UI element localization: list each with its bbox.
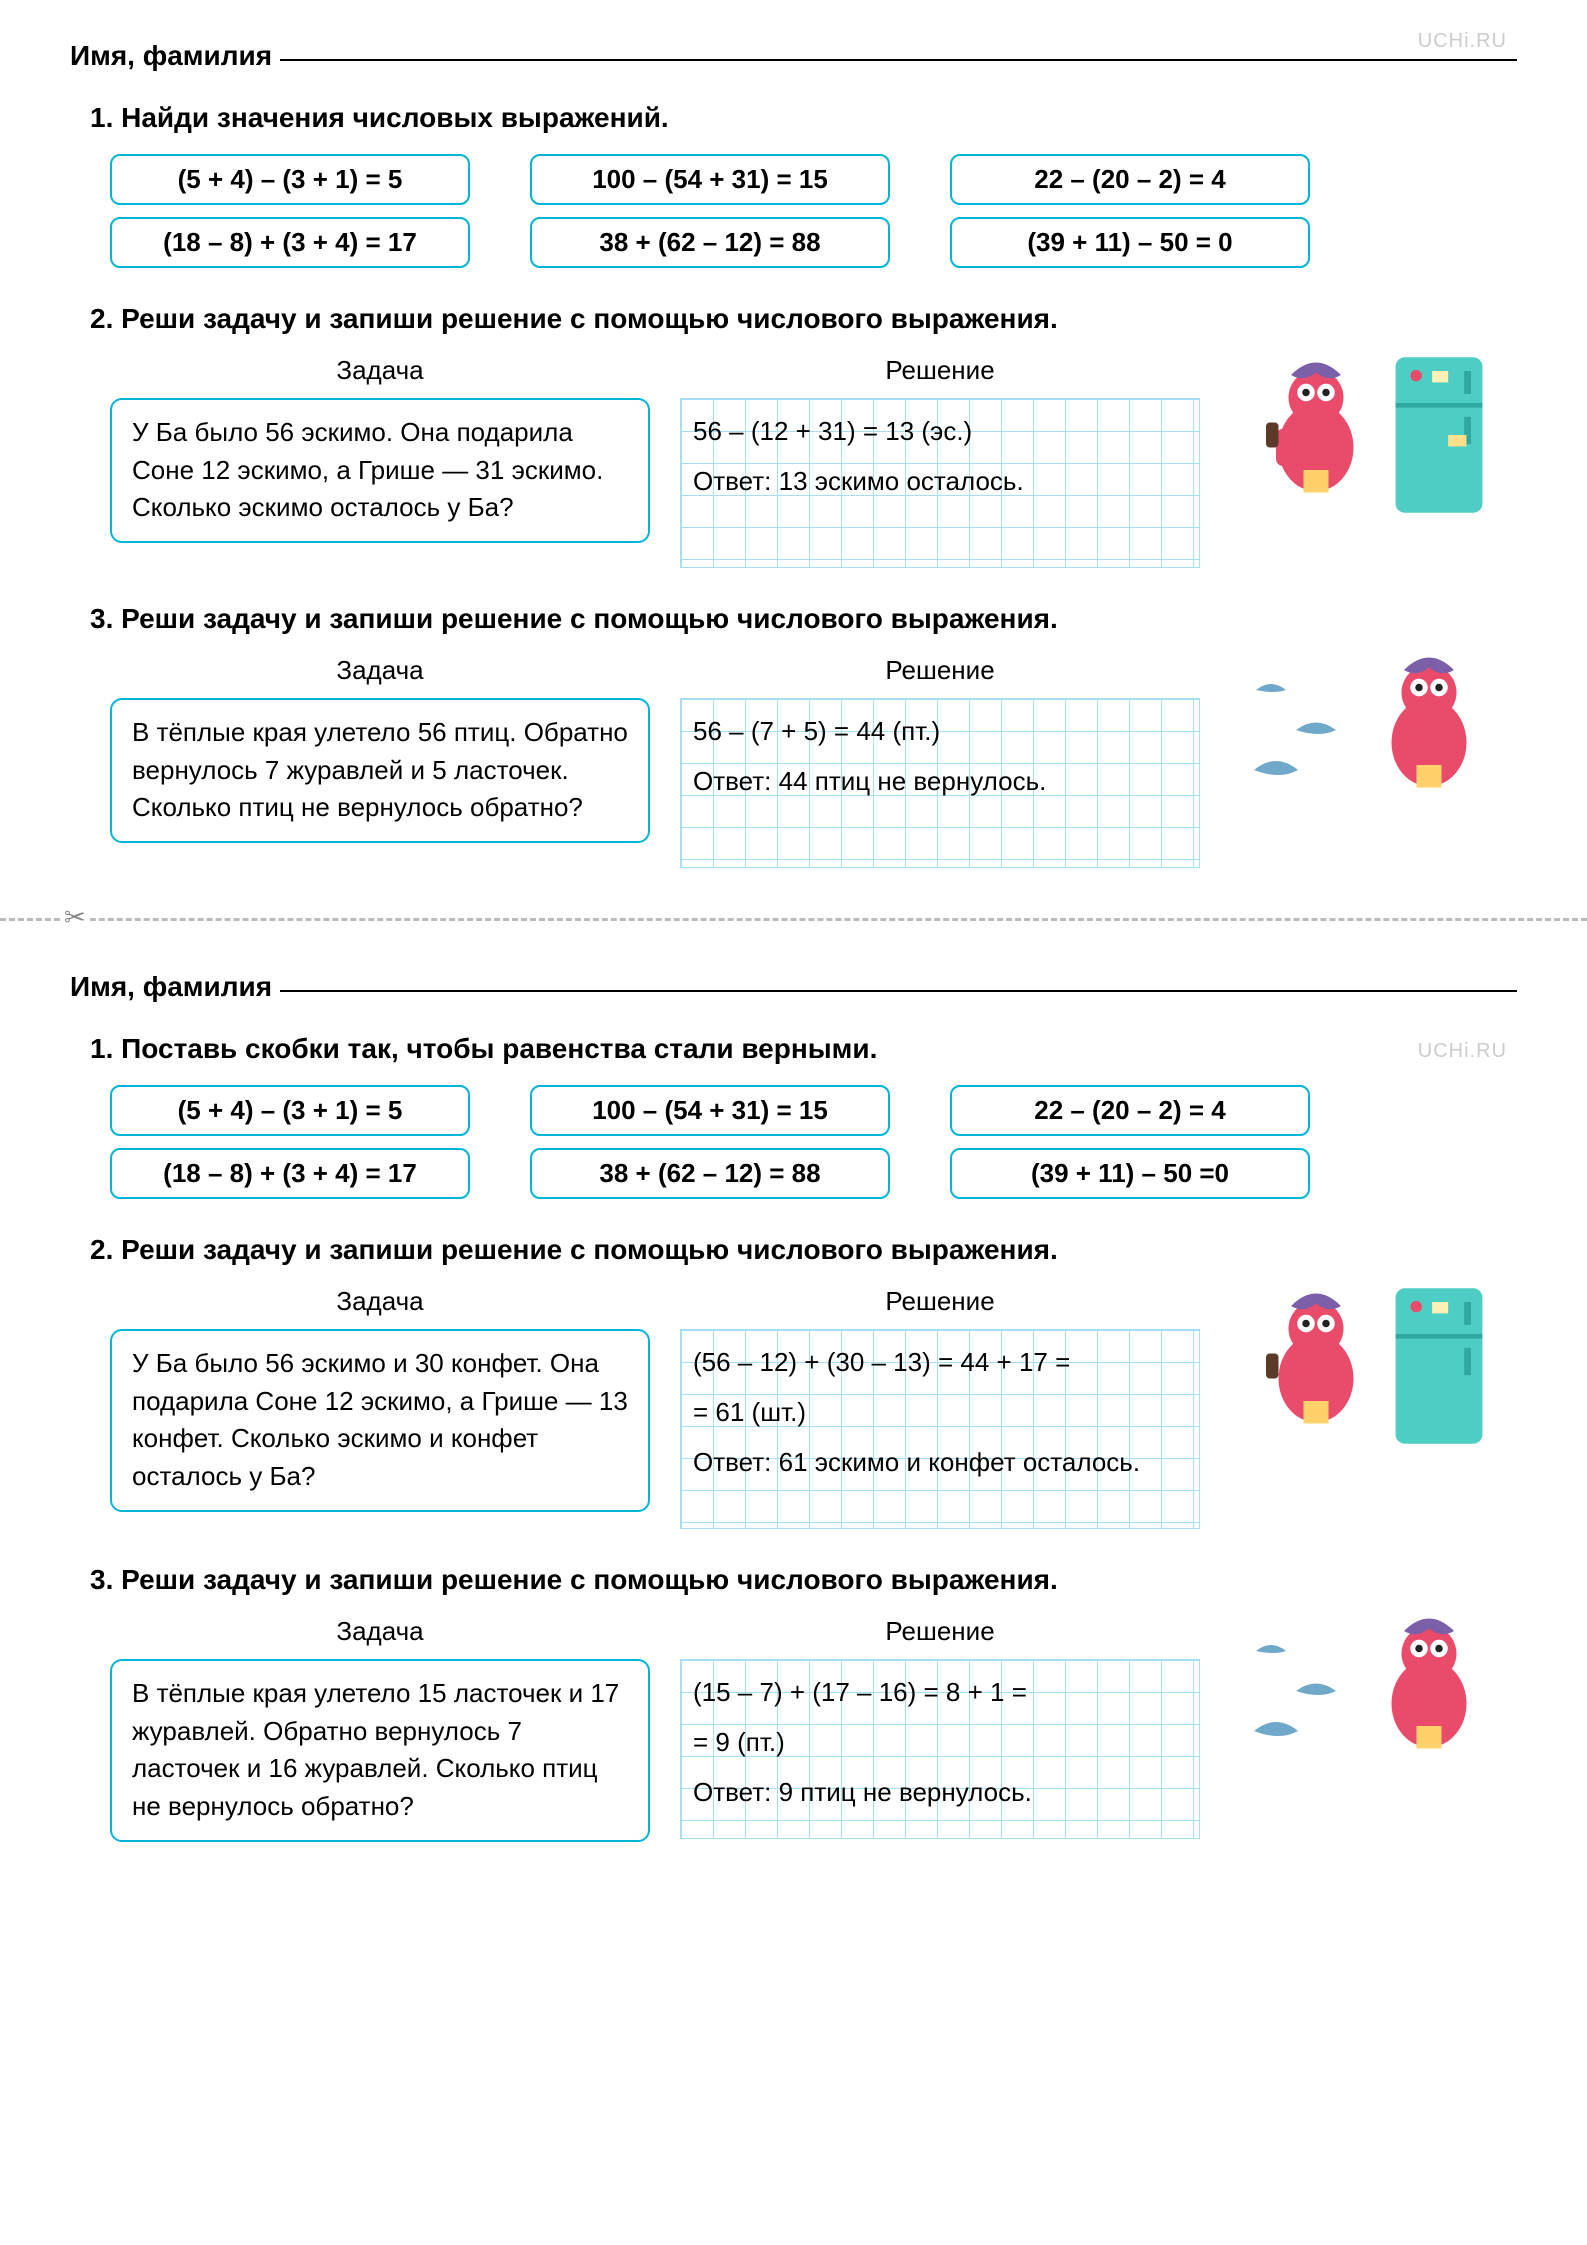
- fridge-icon: [1389, 1286, 1489, 1446]
- solution-line: = 61 (шт.): [693, 1390, 1187, 1434]
- dino-icon: [1251, 1291, 1381, 1441]
- problem-box: У Ба было 56 эскимо. Она подарила Соне 1…: [110, 398, 650, 543]
- expr-box: (18 – 8) + (3 + 4) = 17: [110, 1148, 470, 1199]
- expr-box: (5 + 4) – (3 + 1) = 5: [110, 154, 470, 205]
- problem-box: В тёплые края улетело 15 ласточек и 17 ж…: [110, 1659, 650, 1842]
- name-underline[interactable]: [280, 59, 1517, 61]
- task3-title: 3. Реши задачу и запиши решение с помощь…: [90, 1564, 1517, 1596]
- name-line: Имя, фамилия: [70, 40, 1517, 72]
- solution-grid: 56 – (7 + 5) = 44 (пт.) Ответ: 44 птиц н…: [680, 698, 1200, 868]
- name-underline[interactable]: [280, 990, 1517, 992]
- solution-line: Ответ: 61 эскимо и конфет осталось.: [693, 1440, 1187, 1484]
- solution-grid: (56 – 12) + (30 – 13) = 44 + 17 = = 61 (…: [680, 1329, 1200, 1529]
- dino-icon: [1251, 360, 1381, 510]
- expr-box: 22 – (20 – 2) = 4: [950, 154, 1310, 205]
- dino-icon: [1364, 1616, 1494, 1766]
- expr-box: (39 + 11) – 50 =0: [950, 1148, 1310, 1199]
- task3-block: Задача В тёплые края улетело 56 птиц. Об…: [110, 655, 1517, 868]
- expr-row-2: (18 – 8) + (3 + 4) = 17 38 + (62 – 12) =…: [110, 1148, 1517, 1199]
- name-label: Имя, фамилия: [70, 40, 272, 72]
- expr-box: 100 – (54 + 31) = 15: [530, 154, 890, 205]
- birds-icon: [1246, 1621, 1356, 1761]
- task3-block: Задача В тёплые края улетело 15 ласточек…: [110, 1616, 1517, 1842]
- solution-line: Ответ: 44 птиц не вернулось.: [693, 759, 1187, 803]
- illustration: [1230, 355, 1510, 515]
- solution-label: Решение: [680, 655, 1200, 686]
- problem-box: У Ба было 56 эскимо и 30 конфет. Она под…: [110, 1329, 650, 1512]
- task2-block: Задача У Ба было 56 эскимо. Она подарила…: [110, 355, 1517, 568]
- expr-box: 38 + (62 – 12) = 88: [530, 1148, 890, 1199]
- solution-line: 56 – (12 + 31) = 13 (эс.): [693, 409, 1187, 453]
- expr-box: (5 + 4) – (3 + 1) = 5: [110, 1085, 470, 1136]
- problem-label: Задача: [110, 1286, 650, 1317]
- problem-label: Задача: [110, 355, 650, 386]
- task2-title: 2. Реши задачу и запиши решение с помощь…: [90, 303, 1517, 335]
- expr-box: (39 + 11) – 50 = 0: [950, 217, 1310, 268]
- fridge-icon: [1389, 355, 1489, 515]
- task2-block: Задача У Ба было 56 эскимо и 30 конфет. …: [110, 1286, 1517, 1529]
- worksheet-b: Имя, фамилия 1. Поставь скобки так, чтоб…: [70, 971, 1517, 1842]
- problem-label: Задача: [110, 1616, 650, 1647]
- expr-box: 22 – (20 – 2) = 4: [950, 1085, 1310, 1136]
- expr-row-1: (5 + 4) – (3 + 1) = 5 100 – (54 + 31) = …: [110, 1085, 1517, 1136]
- problem-box: В тёплые края улетело 56 птиц. Обратно в…: [110, 698, 650, 843]
- illustration: [1230, 1616, 1510, 1766]
- problem-label: Задача: [110, 655, 650, 686]
- illustration: [1230, 655, 1510, 805]
- solution-label: Решение: [680, 355, 1200, 386]
- expr-row-2: (18 – 8) + (3 + 4) = 17 38 + (62 – 12) =…: [110, 217, 1517, 268]
- solution-line: = 9 (пт.): [693, 1720, 1187, 1764]
- solution-line: Ответ: 9 птиц не вернулось.: [693, 1770, 1187, 1814]
- solution-label: Решение: [680, 1616, 1200, 1647]
- birds-icon: [1246, 660, 1356, 800]
- solution-label: Решение: [680, 1286, 1200, 1317]
- scissors-icon: ✂: [60, 902, 90, 933]
- name-line: Имя, фамилия: [70, 971, 1517, 1003]
- expr-box: (18 – 8) + (3 + 4) = 17: [110, 217, 470, 268]
- illustration: [1230, 1286, 1510, 1446]
- expr-box: 38 + (62 – 12) = 88: [530, 217, 890, 268]
- solution-grid: (15 – 7) + (17 – 16) = 8 + 1 = = 9 (пт.)…: [680, 1659, 1200, 1839]
- task1-title: 1. Найди значения числовых выражений.: [90, 102, 1517, 134]
- task1-title: 1. Поставь скобки так, чтобы равенства с…: [90, 1033, 1517, 1065]
- solution-line: (56 – 12) + (30 – 13) = 44 + 17 =: [693, 1340, 1187, 1384]
- task2-title: 2. Реши задачу и запиши решение с помощь…: [90, 1234, 1517, 1266]
- solution-grid: 56 – (12 + 31) = 13 (эс.) Ответ: 13 эски…: [680, 398, 1200, 568]
- worksheet-a: Имя, фамилия 1. Найди значения числовых …: [70, 40, 1517, 868]
- solution-line: 56 – (7 + 5) = 44 (пт.): [693, 709, 1187, 753]
- expr-row-1: (5 + 4) – (3 + 1) = 5 100 – (54 + 31) = …: [110, 154, 1517, 205]
- solution-line: (15 – 7) + (17 – 16) = 8 + 1 =: [693, 1670, 1187, 1714]
- task3-title: 3. Реши задачу и запиши решение с помощь…: [90, 603, 1517, 635]
- cut-line: [0, 918, 1587, 921]
- expr-box: 100 – (54 + 31) = 15: [530, 1085, 890, 1136]
- solution-line: Ответ: 13 эскимо осталось.: [693, 459, 1187, 503]
- dino-icon: [1364, 655, 1494, 805]
- name-label: Имя, фамилия: [70, 971, 272, 1003]
